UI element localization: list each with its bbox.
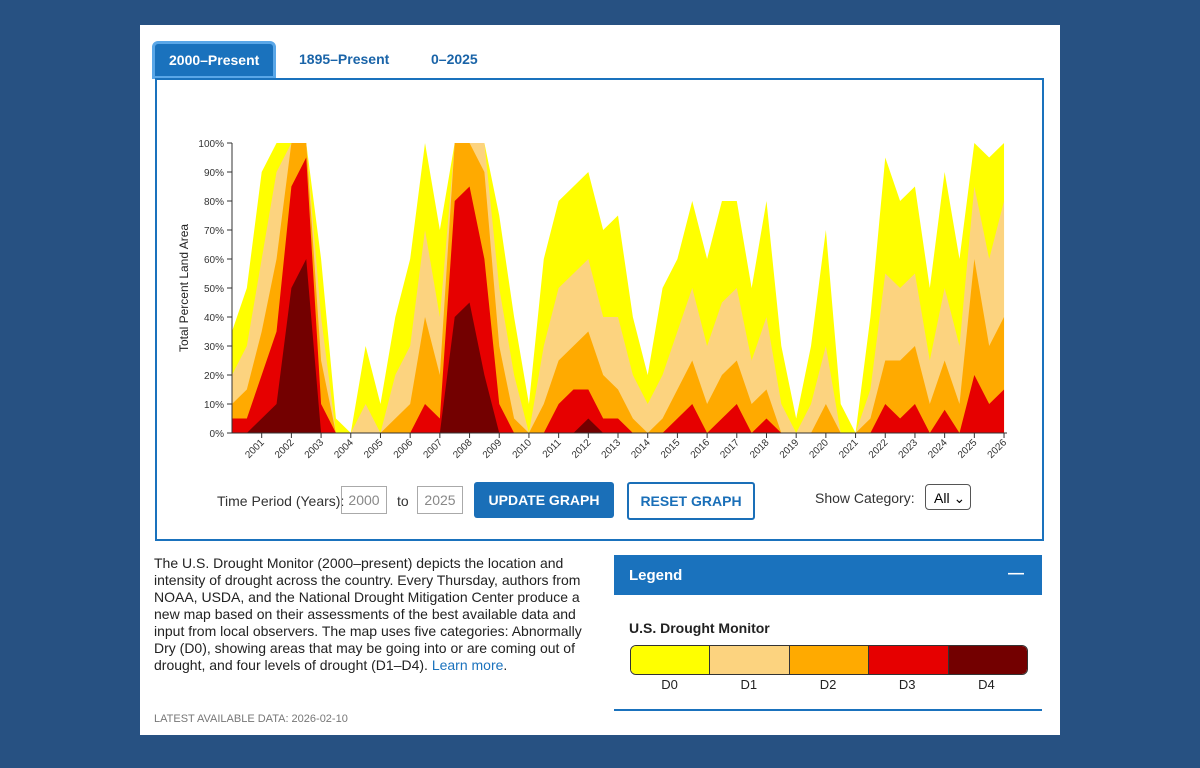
area [232,259,1005,433]
tab[interactable]: 2000–Present [152,41,277,79]
x-tick-label: 2012 [570,437,594,461]
chart-box: 0% 10% 20% 30% 40% 50% 60% 70% 80% 90% 100% 2001 200… [155,78,1044,541]
legend-labels: D0 D1 D2 D3 D4 [630,677,1026,692]
legend-toggle[interactable]: — [1008,565,1024,582]
latest-date: LATEST AVAILABLE DATA: 2026-02-10 [154,713,348,725]
x-tick-label: 2017 [718,437,742,461]
legend-label: D1 [740,677,758,692]
x-tick-label: 2026 [986,437,1010,461]
description-text: The U.S. Drought Monitor (2000–present) … [154,555,582,673]
x-tick-label: 2023 [897,437,921,461]
x-tick-label: 2003 [303,437,327,461]
x-tick-label: 2019 [778,437,802,461]
chart: 0%10%20%30%40%50%60%70%80%90%100%2001 200… [177,139,1010,461]
legend-label: D3 [898,677,916,692]
x-tick-label: 2011 [541,437,564,460]
legend-title: U.S. Drought Monitor [629,620,770,636]
update-button[interactable]: UPDATE GRAPH [474,482,614,518]
x-tick-label: 2002 [273,437,297,461]
x-tick-label: 2014 [629,437,653,461]
x-tick-label: 2024 [926,437,950,461]
legend-swatch [788,646,869,674]
legend-label: D4 [978,677,995,692]
y-tick-label: 70% [204,226,224,237]
x-tick-label: 2013 [600,437,624,461]
legend-label: D2 [819,677,837,692]
y-tick-label: 90% [204,168,224,179]
x-tick-label: 2008 [451,437,475,461]
x-tick-label: 2025 [956,437,980,461]
category-select[interactable]: All ⌄ [925,484,971,510]
y-tick-label: 60% [204,255,224,266]
x-tick-label: 2010 [511,437,535,461]
y-tick-label: 100% [198,139,224,150]
legend-label: D0 [661,677,678,692]
y-axis-label: Total Percent Land Area [177,224,191,352]
legend-header-text: Legend [629,567,683,584]
x-tick-label: 2021 [837,437,861,461]
x-tick-label: 2022 [867,437,891,461]
from-input[interactable]: 2000 [341,486,387,514]
y-tick-label: 10% [204,400,224,411]
learn-more-link[interactable]: Learn more [431,657,504,673]
legend-swatch [631,646,710,674]
legend-bar [630,645,1028,675]
x-tick-label: 2001 [243,437,267,461]
legend-swatch [709,646,789,674]
x-tick-label: 2004 [332,437,356,461]
description: The U.S. Drought Monitor (2000–present) … [154,555,584,674]
y-tick-label: 40% [204,313,224,324]
x-tick-label: 2009 [481,437,505,461]
y-tick-label: 80% [204,197,224,208]
x-tick-label: 2005 [362,437,386,461]
legend-swatch [947,646,1027,674]
time-period-label: Time Period (Years): [217,493,345,509]
legend-rule [614,709,1042,711]
y-tick-label: 50% [204,284,224,295]
link-suffix: . [503,657,508,673]
y-tick-label: 30% [204,342,224,353]
legend-header[interactable]: Legend — [614,555,1042,595]
to-label: to [397,493,409,509]
x-tick-label: 2020 [807,437,831,461]
y-tick-label: 0% [210,429,225,440]
y-tick-label: 20% [204,371,224,382]
x-tick-label: 2016 [689,437,713,461]
card: 2000–Present 1895–Present 0–2025 0% 10% 20… [140,25,1060,735]
category-label: Show Category: [815,490,915,506]
to-input[interactable]: 2025 [417,486,463,514]
legend-swatch [868,646,948,674]
x-tick-label: 2018 [748,437,772,461]
area [232,143,1005,433]
tab[interactable]: 1895–Present [299,51,390,67]
x-tick-label: 2007 [421,437,445,461]
category-value: All [934,490,950,506]
x-tick-label: 2015 [659,437,683,461]
x-tick-label: 2006 [392,437,416,461]
reset-button[interactable]: RESET GRAPH [627,482,755,520]
tab[interactable]: 0–2025 [431,51,478,67]
